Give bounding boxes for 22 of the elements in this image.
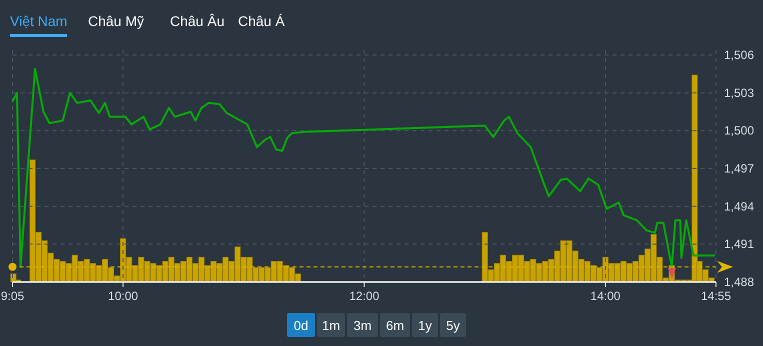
period-button: 5y (440, 313, 466, 337)
y-tick-label: 1,494 (724, 199, 754, 214)
x-tick-label: 14:00 (590, 289, 621, 303)
period-button: 0d (287, 313, 315, 337)
period-button: 6m (380, 313, 410, 337)
period-button: 3m (347, 313, 378, 337)
y-tick-label: 1,497 (724, 162, 754, 176)
text: Việt Nam (10, 13, 68, 29)
y-tick-label: 1,500 (724, 124, 754, 138)
x-tick-label: 14:55 (700, 289, 732, 303)
text: Châu Mỹ (88, 13, 144, 29)
period-button: 1y (412, 313, 438, 337)
y-tick-label: 1,503 (724, 86, 754, 100)
text: Châu Âu (170, 13, 224, 29)
text: Châu Á (238, 13, 286, 29)
x-tick-label: 10:00 (108, 289, 138, 303)
y-tick-label: 1,491 (724, 237, 754, 252)
y-tick-label: 1,506 (724, 48, 754, 62)
x-tick-label: 9:05 (0, 289, 24, 303)
period-button: 1m (317, 313, 345, 337)
y-tick-label: 1,488 (724, 275, 754, 289)
x-tick-label: 12:00 (349, 289, 380, 303)
